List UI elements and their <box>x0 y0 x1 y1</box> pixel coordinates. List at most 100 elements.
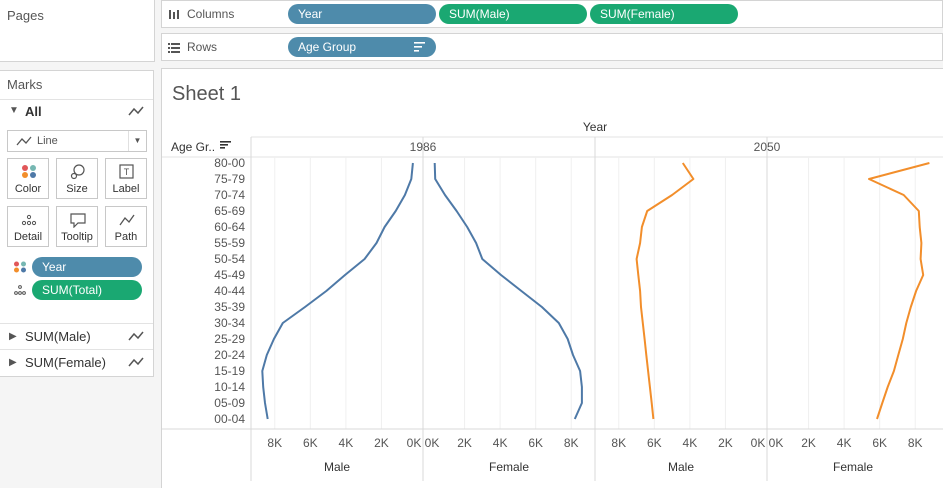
row-header-label: Age Gr.. <box>171 140 215 154</box>
marks-all-label: All <box>25 104 42 119</box>
pages-card[interactable]: Pages <box>0 0 155 62</box>
marks-all-row[interactable]: ▼ All <box>0 101 153 123</box>
axis-tick-label: 8K <box>267 436 282 450</box>
detail-button[interactable]: Detail <box>7 206 49 247</box>
row-label: 45-49 <box>214 268 245 282</box>
row-label: 75-79 <box>214 172 245 186</box>
divider <box>0 99 153 100</box>
row-label: 40-44 <box>214 284 245 298</box>
row-label: 10-14 <box>214 380 245 394</box>
axis-tick-label: 4K <box>493 436 508 450</box>
chevron-right-icon[interactable]: ▶ <box>9 357 17 368</box>
sheet-title[interactable]: Sheet 1 <box>172 83 241 105</box>
row-label: 80-00 <box>214 156 245 170</box>
columns-label: Columns <box>187 7 235 21</box>
color-icon <box>14 261 26 273</box>
marks-sum-female-label: SUM(Female) <box>25 355 106 370</box>
tooltip-button[interactable]: Tooltip <box>56 206 98 247</box>
axis-title-male: Male <box>324 460 350 474</box>
tooltip-label: Tooltip <box>61 231 93 243</box>
axis-tick-label: 4K <box>837 436 852 450</box>
columns-icon <box>169 10 179 19</box>
axis-title-female: Female <box>489 460 529 474</box>
axis-tick-label: 0K <box>751 436 766 450</box>
axis-tick-label: 2K <box>374 436 389 450</box>
column-header-label: Year <box>583 120 607 134</box>
sort-icon <box>220 141 231 149</box>
series-line-1986-female <box>433 162 583 420</box>
row-label: 55-59 <box>214 236 245 250</box>
axis-tick-label: 0K <box>407 436 422 450</box>
rows-label: Rows <box>187 40 218 54</box>
row-label: 20-24 <box>214 348 245 362</box>
chevron-down-icon[interactable]: ▼ <box>9 105 19 116</box>
marks-sum-female-row[interactable]: ▶ SUM(Female) <box>0 349 153 375</box>
line-mark-icon <box>128 106 144 116</box>
axis-tick-label: 2K <box>718 436 733 450</box>
axis-title-female: Female <box>833 460 873 474</box>
path-label: Path <box>114 231 138 243</box>
mark-type-dropdown[interactable]: Line ▼ <box>7 130 147 152</box>
encoding-row-year[interactable]: Year <box>7 257 147 277</box>
series-line-2050-male <box>635 162 695 420</box>
path-icon <box>119 214 135 226</box>
row-label: 25-29 <box>214 332 245 346</box>
axis-tick-label: 8K <box>564 436 579 450</box>
size-icon <box>70 164 85 180</box>
detail-icon <box>14 285 26 295</box>
axis-tick-label: 6K <box>647 436 662 450</box>
svg-text:T: T <box>124 167 130 177</box>
row-label: 60-64 <box>214 220 245 234</box>
color-button[interactable]: Color <box>7 158 49 199</box>
encoding-row-total[interactable]: SUM(Total) <box>7 280 147 300</box>
marks-card: Marks ▼ All Line ▼ Color <box>0 70 154 377</box>
axis-tick-label: 6K <box>528 436 543 450</box>
marks-title: Marks <box>7 77 43 92</box>
row-label: 15-19 <box>214 364 245 378</box>
columns-pill-sum-male[interactable]: SUM(Male) <box>439 4 587 24</box>
axis-title-male: Male <box>668 460 694 474</box>
line-mark-icon <box>128 331 144 341</box>
row-label: 70-74 <box>214 188 245 202</box>
columns-pill-year[interactable]: Year <box>288 4 436 24</box>
marks-sum-male-row[interactable]: ▶ SUM(Male) <box>0 323 153 349</box>
label-label: Label <box>112 183 140 195</box>
tooltip-icon <box>70 213 86 228</box>
row-label: 35-39 <box>214 300 245 314</box>
color-icon <box>22 165 36 178</box>
sum-total-pill[interactable]: SUM(Total) <box>32 280 142 300</box>
columns-pill-sum-female[interactable]: SUM(Female) <box>590 4 738 24</box>
label-button[interactable]: T Label <box>105 158 147 199</box>
axis-tick-label: 2K <box>457 436 472 450</box>
columns-shelf[interactable]: Columns Year SUM(Male) SUM(Female) <box>161 0 943 28</box>
axis-tick-label: 0K <box>769 436 784 450</box>
axis-tick-label: 4K <box>339 436 354 450</box>
axis-tick-label: 2K <box>801 436 816 450</box>
series-line-1986-male <box>261 162 414 420</box>
rows-pill-age-group[interactable]: Age Group <box>288 37 436 57</box>
left-panel: Pages Marks ▼ All Line ▼ Color <box>0 0 155 488</box>
chevron-down-icon[interactable]: ▼ <box>128 131 146 151</box>
chevron-right-icon[interactable]: ▶ <box>9 331 17 342</box>
size-button[interactable]: Size <box>56 158 98 199</box>
sort-icon[interactable] <box>414 42 426 52</box>
color-label: Color <box>14 183 42 195</box>
detail-icon <box>21 214 37 226</box>
series-line-2050-female <box>868 162 930 420</box>
path-button[interactable]: Path <box>105 206 147 247</box>
axis-tick-label: 6K <box>303 436 318 450</box>
mark-type-label: Line <box>37 135 58 147</box>
rows-shelf[interactable]: Rows Age Group <box>161 33 943 61</box>
row-label: 65-69 <box>214 204 245 218</box>
label-icon: T <box>119 164 134 179</box>
year-pill[interactable]: Year <box>32 257 142 277</box>
row-label: 00-04 <box>214 412 245 426</box>
size-label: Size <box>66 183 88 195</box>
axis-tick-label: 6K <box>872 436 887 450</box>
row-label: 30-34 <box>214 316 245 330</box>
detail-label: Detail <box>13 231 43 243</box>
axis-tick-label: 8K <box>611 436 626 450</box>
pages-title: Pages <box>7 8 44 23</box>
axis-tick-label: 0K <box>425 436 440 450</box>
row-label: 05-09 <box>214 396 245 410</box>
